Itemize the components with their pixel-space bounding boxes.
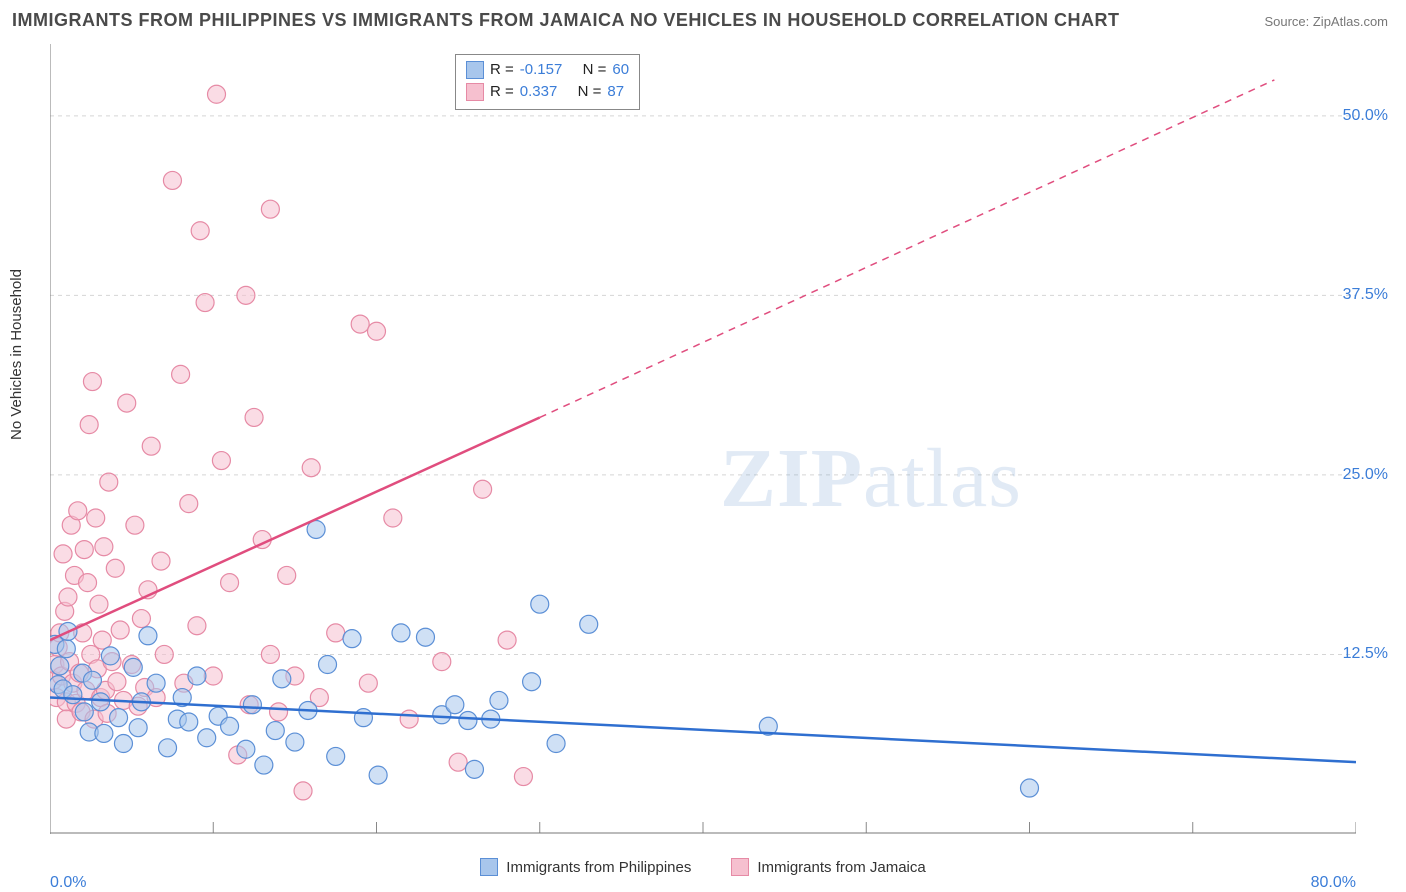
correlation-stats-box: R = -0.157 N = 60 R = 0.337 N = 87	[455, 54, 640, 110]
y-tick-label: 25.0%	[1343, 466, 1388, 484]
r-value-blue: -0.157	[520, 59, 563, 81]
r-label: R =	[490, 81, 514, 103]
n-label: N =	[578, 81, 602, 103]
stat-swatch-pink	[466, 83, 484, 101]
x-min-label: 0.0%	[50, 874, 86, 892]
n-value-blue: 60	[612, 59, 629, 81]
y-tick-label: 12.5%	[1343, 645, 1388, 663]
stat-row-blue: R = -0.157 N = 60	[466, 59, 629, 81]
chart-title: IMMIGRANTS FROM PHILIPPINES VS IMMIGRANT…	[12, 10, 1120, 31]
legend-item-jamaica: Immigrants from Jamaica	[731, 858, 925, 876]
y-axis-label: No Vehicles in Household	[8, 269, 25, 440]
r-label: R =	[490, 59, 514, 81]
n-label: N =	[583, 59, 607, 81]
y-tick-label: 50.0%	[1343, 107, 1388, 125]
legend-swatch-pink	[731, 858, 749, 876]
r-value-pink: 0.337	[520, 81, 558, 103]
source-attribution: Source: ZipAtlas.com	[1264, 14, 1388, 29]
n-value-pink: 87	[607, 81, 624, 103]
stat-row-pink: R = 0.337 N = 87	[466, 81, 629, 103]
chart-plot-area	[50, 44, 1356, 834]
stat-swatch-blue	[466, 61, 484, 79]
legend-label-jamaica: Immigrants from Jamaica	[757, 859, 925, 876]
scatter-plot-svg	[50, 44, 1356, 834]
bottom-legend: Immigrants from Philippines Immigrants f…	[0, 858, 1406, 876]
legend-item-philippines: Immigrants from Philippines	[480, 858, 691, 876]
x-max-label: 80.0%	[1311, 874, 1356, 892]
y-tick-label: 37.5%	[1343, 286, 1388, 304]
legend-label-philippines: Immigrants from Philippines	[506, 859, 691, 876]
legend-swatch-blue	[480, 858, 498, 876]
